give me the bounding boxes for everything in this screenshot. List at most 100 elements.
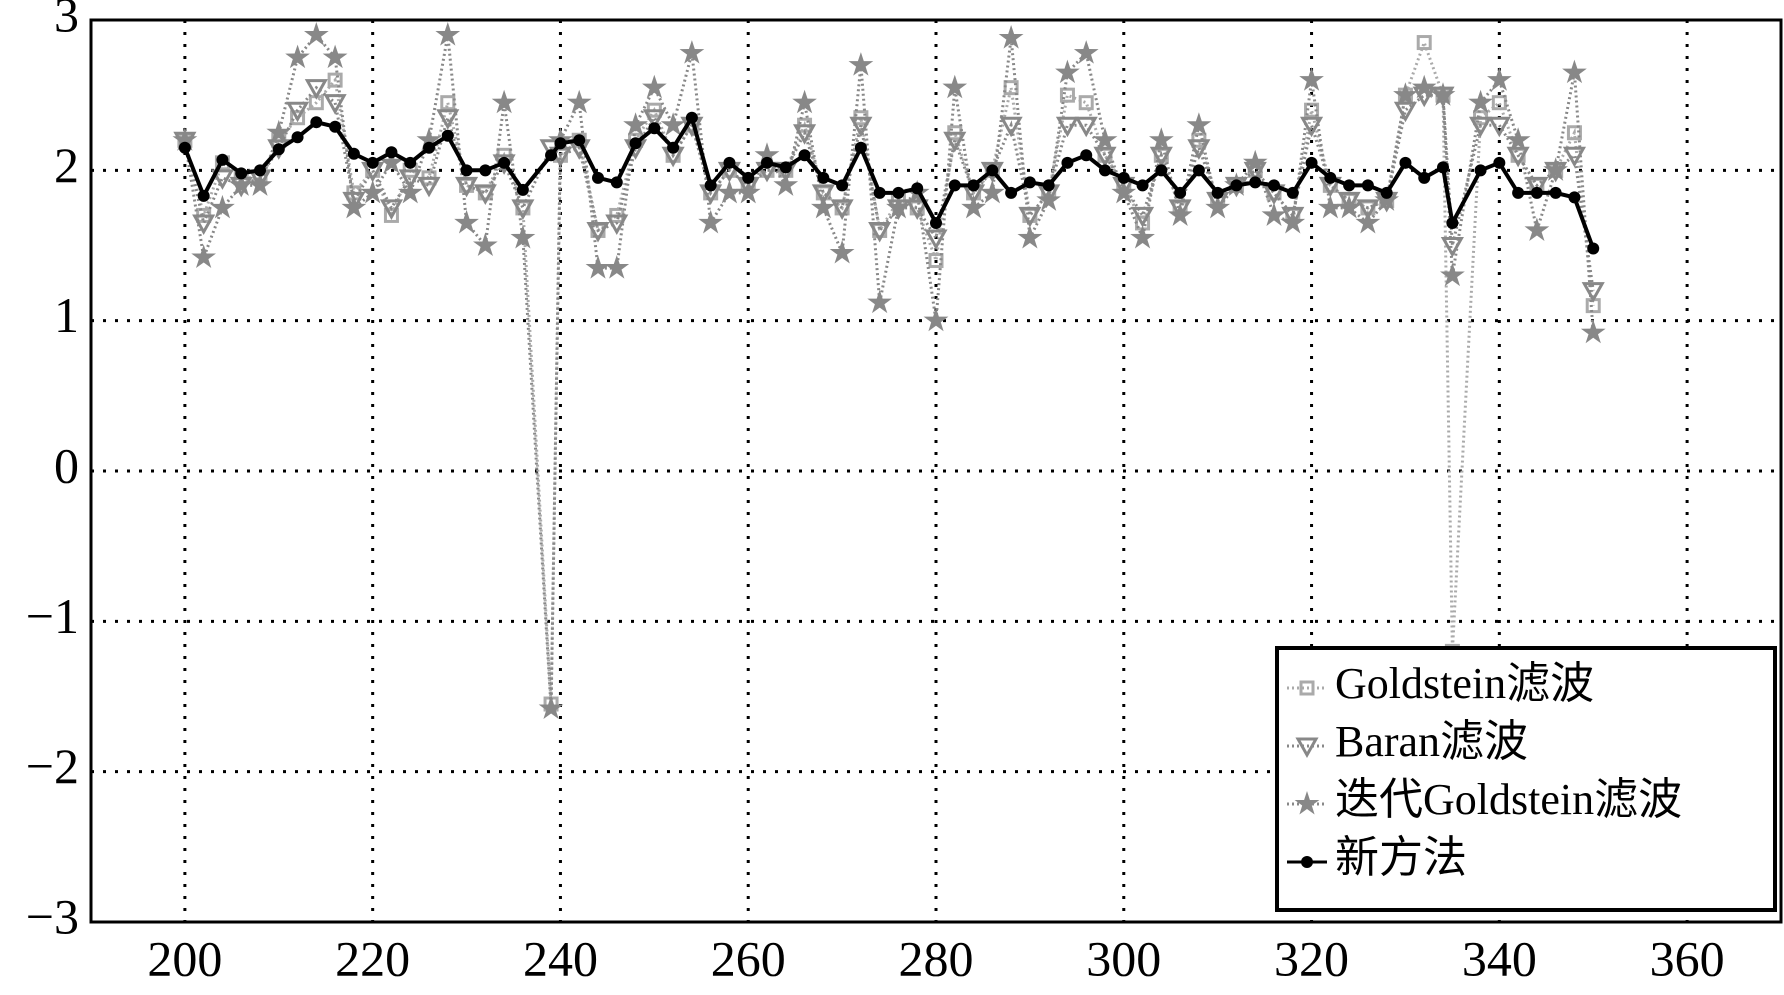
marker <box>178 141 191 154</box>
marker <box>761 156 773 169</box>
marker <box>1374 187 1399 211</box>
marker <box>648 122 661 135</box>
marker <box>685 111 698 124</box>
y-tick-label: 3 <box>54 0 79 42</box>
marker <box>1524 217 1550 241</box>
marker <box>623 112 648 136</box>
marker <box>417 176 441 198</box>
marker <box>923 307 949 332</box>
marker <box>545 149 558 162</box>
marker <box>1294 791 1320 815</box>
marker <box>1336 194 1362 219</box>
x-tick-label: 300 <box>1086 930 1161 986</box>
marker <box>1562 146 1587 168</box>
y-tick-label: −2 <box>26 738 79 794</box>
marker <box>454 176 479 198</box>
x-tick-label: 340 <box>1462 930 1537 986</box>
legend-box <box>1275 646 1777 912</box>
x-tick-label: 240 <box>523 930 598 986</box>
marker <box>868 221 892 243</box>
marker <box>1059 87 1075 103</box>
marker <box>1411 74 1437 99</box>
x-tick-label: 280 <box>899 930 974 986</box>
marker <box>1587 242 1600 255</box>
marker <box>1305 156 1318 169</box>
marker <box>1093 146 1117 168</box>
marker <box>1055 116 1080 138</box>
marker <box>854 141 867 154</box>
marker <box>341 194 367 219</box>
marker <box>436 109 460 130</box>
marker <box>1242 149 1268 174</box>
marker <box>704 179 717 192</box>
series-line <box>183 112 1596 250</box>
marker <box>1562 59 1587 84</box>
marker <box>304 22 329 46</box>
marker <box>510 225 536 249</box>
marker <box>698 209 723 234</box>
marker <box>1280 209 1306 234</box>
marker <box>961 194 986 219</box>
x-tick-label: 220 <box>335 930 410 986</box>
marker <box>604 255 630 279</box>
x-tick-label: 320 <box>1274 930 1349 986</box>
marker <box>304 79 328 100</box>
marker <box>573 134 586 147</box>
marker <box>742 171 755 184</box>
marker <box>235 167 248 180</box>
marker <box>1380 186 1393 199</box>
marker <box>998 25 1024 49</box>
marker <box>454 209 479 234</box>
marker <box>473 232 498 256</box>
marker <box>1493 156 1506 169</box>
marker <box>1130 206 1155 228</box>
marker <box>811 194 836 219</box>
marker <box>892 186 905 199</box>
marker <box>460 164 473 177</box>
marker <box>948 179 961 192</box>
marker <box>1299 680 1315 696</box>
marker <box>1512 186 1525 199</box>
marker <box>516 183 529 196</box>
marker <box>1468 89 1493 114</box>
marker <box>327 72 343 88</box>
marker <box>928 253 944 269</box>
marker <box>867 289 892 314</box>
marker <box>1356 199 1380 220</box>
marker <box>1355 209 1381 234</box>
marker <box>967 179 980 192</box>
y-tick-label: 0 <box>54 437 79 493</box>
marker <box>1136 179 1149 192</box>
marker <box>1301 856 1313 868</box>
marker <box>817 171 830 184</box>
marker <box>1281 206 1305 228</box>
marker <box>1261 202 1287 226</box>
marker <box>1543 157 1568 181</box>
marker <box>943 131 967 153</box>
marker <box>1549 186 1562 199</box>
marker <box>1566 125 1582 141</box>
marker <box>798 149 811 162</box>
marker <box>329 120 342 133</box>
marker <box>1149 127 1174 151</box>
marker <box>498 156 511 169</box>
marker <box>1286 186 1299 199</box>
marker <box>1343 179 1356 192</box>
marker <box>1525 176 1549 198</box>
marker <box>191 244 216 268</box>
y-tick-label: 2 <box>54 137 79 193</box>
marker <box>1361 179 1374 192</box>
marker <box>347 147 360 160</box>
marker <box>342 191 366 213</box>
marker <box>1130 225 1155 249</box>
marker <box>773 172 799 196</box>
marker <box>1581 282 1605 303</box>
marker <box>554 137 567 150</box>
marker <box>1092 127 1118 151</box>
marker <box>1580 319 1606 344</box>
marker <box>385 146 398 159</box>
marker <box>1491 95 1507 111</box>
marker <box>1440 237 1464 258</box>
plot-frame <box>89 18 1783 924</box>
